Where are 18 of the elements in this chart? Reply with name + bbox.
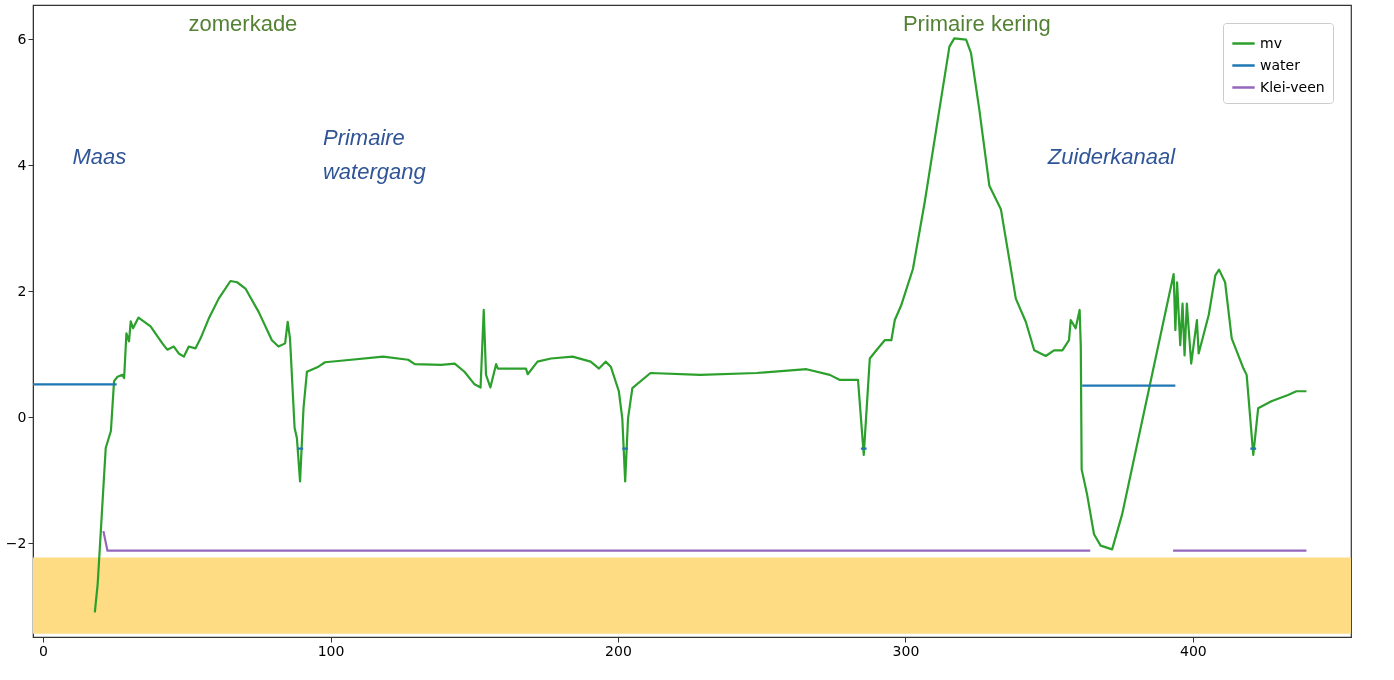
annotation: zomerkade bbox=[188, 10, 298, 36]
y-tick-label: 4 bbox=[17, 156, 27, 173]
annotation: Primaire watergang bbox=[322, 124, 427, 184]
x-tick-label: 100 bbox=[317, 642, 345, 659]
y-tick-label: −2 bbox=[5, 534, 27, 551]
y-tick-label: 6 bbox=[17, 30, 27, 47]
annotation: Zuiderkanaal bbox=[1046, 143, 1177, 169]
annotation: Maas bbox=[72, 143, 127, 169]
legend-label: Klei-veen bbox=[1260, 78, 1325, 95]
y-tick-label: 0 bbox=[17, 408, 27, 425]
x-tick-label: 400 bbox=[1180, 642, 1207, 659]
legend-label: water bbox=[1260, 56, 1301, 73]
legend-label: mv bbox=[1260, 34, 1282, 51]
annotation: Primaire kering bbox=[902, 10, 1051, 36]
y-tick-label: 2 bbox=[17, 282, 27, 299]
x-tick-label: 0 bbox=[39, 642, 49, 659]
x-tick-label: 200 bbox=[605, 642, 632, 659]
x-tick-label: 300 bbox=[892, 642, 920, 659]
